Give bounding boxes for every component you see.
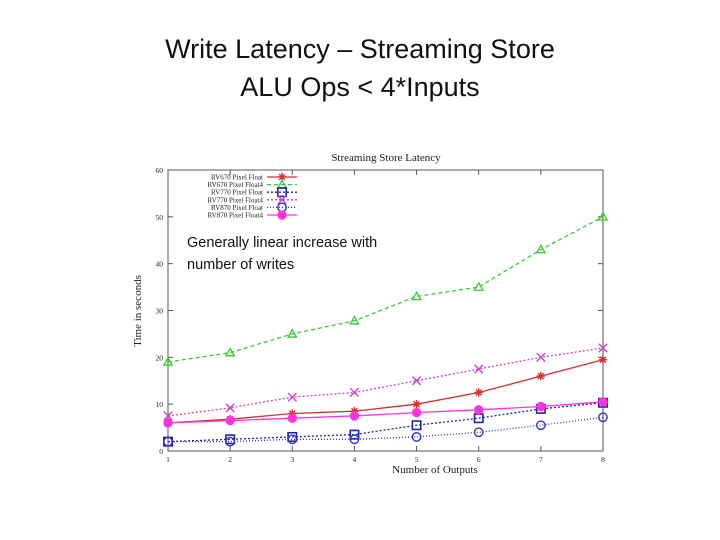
series-line <box>167 401 604 424</box>
point-marker-dot <box>536 401 546 412</box>
point-marker-dot <box>349 411 360 421</box>
point-marker-dot <box>411 407 422 418</box>
x-tick-label: 2 <box>228 455 232 464</box>
point-marker-triangle <box>224 347 236 357</box>
point-marker-asterisk <box>474 388 483 397</box>
point-marker-asterisk <box>412 399 421 409</box>
point-marker-triangle <box>286 328 298 338</box>
point-marker-square <box>277 187 288 198</box>
slide-title: Write Latency – Streaming Store ALU Ops … <box>0 30 720 106</box>
point-marker-x <box>598 343 608 353</box>
series-line <box>168 416 604 443</box>
legend-label: RV670 Pixel Float <box>211 174 263 182</box>
series-4 <box>163 412 608 447</box>
point-marker-triangle <box>349 315 360 325</box>
point-marker-triangle <box>162 356 174 366</box>
series-line <box>167 216 604 363</box>
point-marker-triangle <box>473 281 485 291</box>
point-marker-circle <box>163 436 173 447</box>
x-tick-label: 4 <box>353 455 357 464</box>
point-marker-triangle <box>597 211 609 221</box>
legend-label: RV870 Pixel Float <box>211 204 263 212</box>
point-marker-asterisk <box>598 355 608 364</box>
point-marker-circle <box>598 412 608 423</box>
point-marker-x <box>349 387 360 398</box>
legend-label: RV670 Pixel Float4 <box>208 181 264 189</box>
point-marker-triangle <box>411 290 422 301</box>
point-marker-circle <box>473 427 484 438</box>
y-axis-label: Time in seconds <box>132 275 144 347</box>
point-marker-circle <box>535 420 546 431</box>
y-tick-label: 0 <box>159 447 163 456</box>
slide-title-line1: Write Latency – Streaming Store <box>165 34 555 64</box>
point-marker-dot <box>163 418 173 428</box>
point-marker-dot <box>287 413 297 423</box>
y-tick-label: 10 <box>156 400 164 409</box>
point-marker-square <box>411 420 422 431</box>
point-marker-x <box>411 376 422 386</box>
point-marker-circle <box>225 436 236 447</box>
slide-title-line2: ALU Ops < 4*Inputs <box>240 72 480 102</box>
series-line <box>167 359 604 424</box>
annotation-line2: number of writes <box>187 257 295 273</box>
x-tick-label: 3 <box>290 455 294 464</box>
point-marker-triangle <box>535 244 547 254</box>
series-5 <box>163 397 608 428</box>
point-marker-x <box>163 411 173 421</box>
x-tick-label: 7 <box>539 455 543 464</box>
series-1 <box>162 211 609 366</box>
point-marker-dot <box>474 405 484 415</box>
x-tick-label: 1 <box>166 455 170 464</box>
point-marker-dot <box>225 415 235 426</box>
chart-title: Streaming Store Latency <box>331 152 441 164</box>
series-line <box>167 402 604 443</box>
point-marker-x <box>225 403 235 413</box>
x-tick-label: 6 <box>477 455 481 464</box>
point-marker-dot <box>598 397 608 407</box>
legend-label: RV770 Pixel Float4 <box>208 196 264 204</box>
y-tick-label: 30 <box>156 307 164 316</box>
point-marker-asterisk <box>277 172 287 182</box>
point-marker-circle <box>411 432 422 442</box>
point-marker-circle <box>349 434 360 445</box>
series-3 <box>163 343 608 421</box>
x-tick-label: 5 <box>415 455 419 464</box>
point-marker-circle <box>287 434 298 445</box>
annotation-line1: Generally linear increase with <box>187 235 378 251</box>
point-marker-asterisk <box>536 371 546 381</box>
point-marker-x <box>536 352 546 363</box>
point-marker-x <box>474 364 484 374</box>
annotation-text: Generally linear increase with number of… <box>187 232 427 276</box>
series-layer <box>162 211 609 447</box>
y-tick-label: 50 <box>156 213 164 222</box>
point-marker-dot <box>277 210 287 220</box>
x-tick-label: 8 <box>601 455 605 464</box>
streaming-store-latency-chart: Streaming Store Latency Time in seconds … <box>132 152 609 476</box>
y-tick-label: 60 <box>156 166 164 175</box>
x-axis-label: Number of Outputs <box>392 464 478 476</box>
y-tick-label: 40 <box>156 260 164 269</box>
y-tick-label: 20 <box>156 353 164 362</box>
point-marker-x <box>287 392 297 402</box>
legend-label: RV770 Pixel Float <box>211 189 263 197</box>
legend-label: RV870 Pixel Float4 <box>208 212 264 220</box>
point-marker-x <box>277 195 287 205</box>
series-line <box>167 347 604 417</box>
